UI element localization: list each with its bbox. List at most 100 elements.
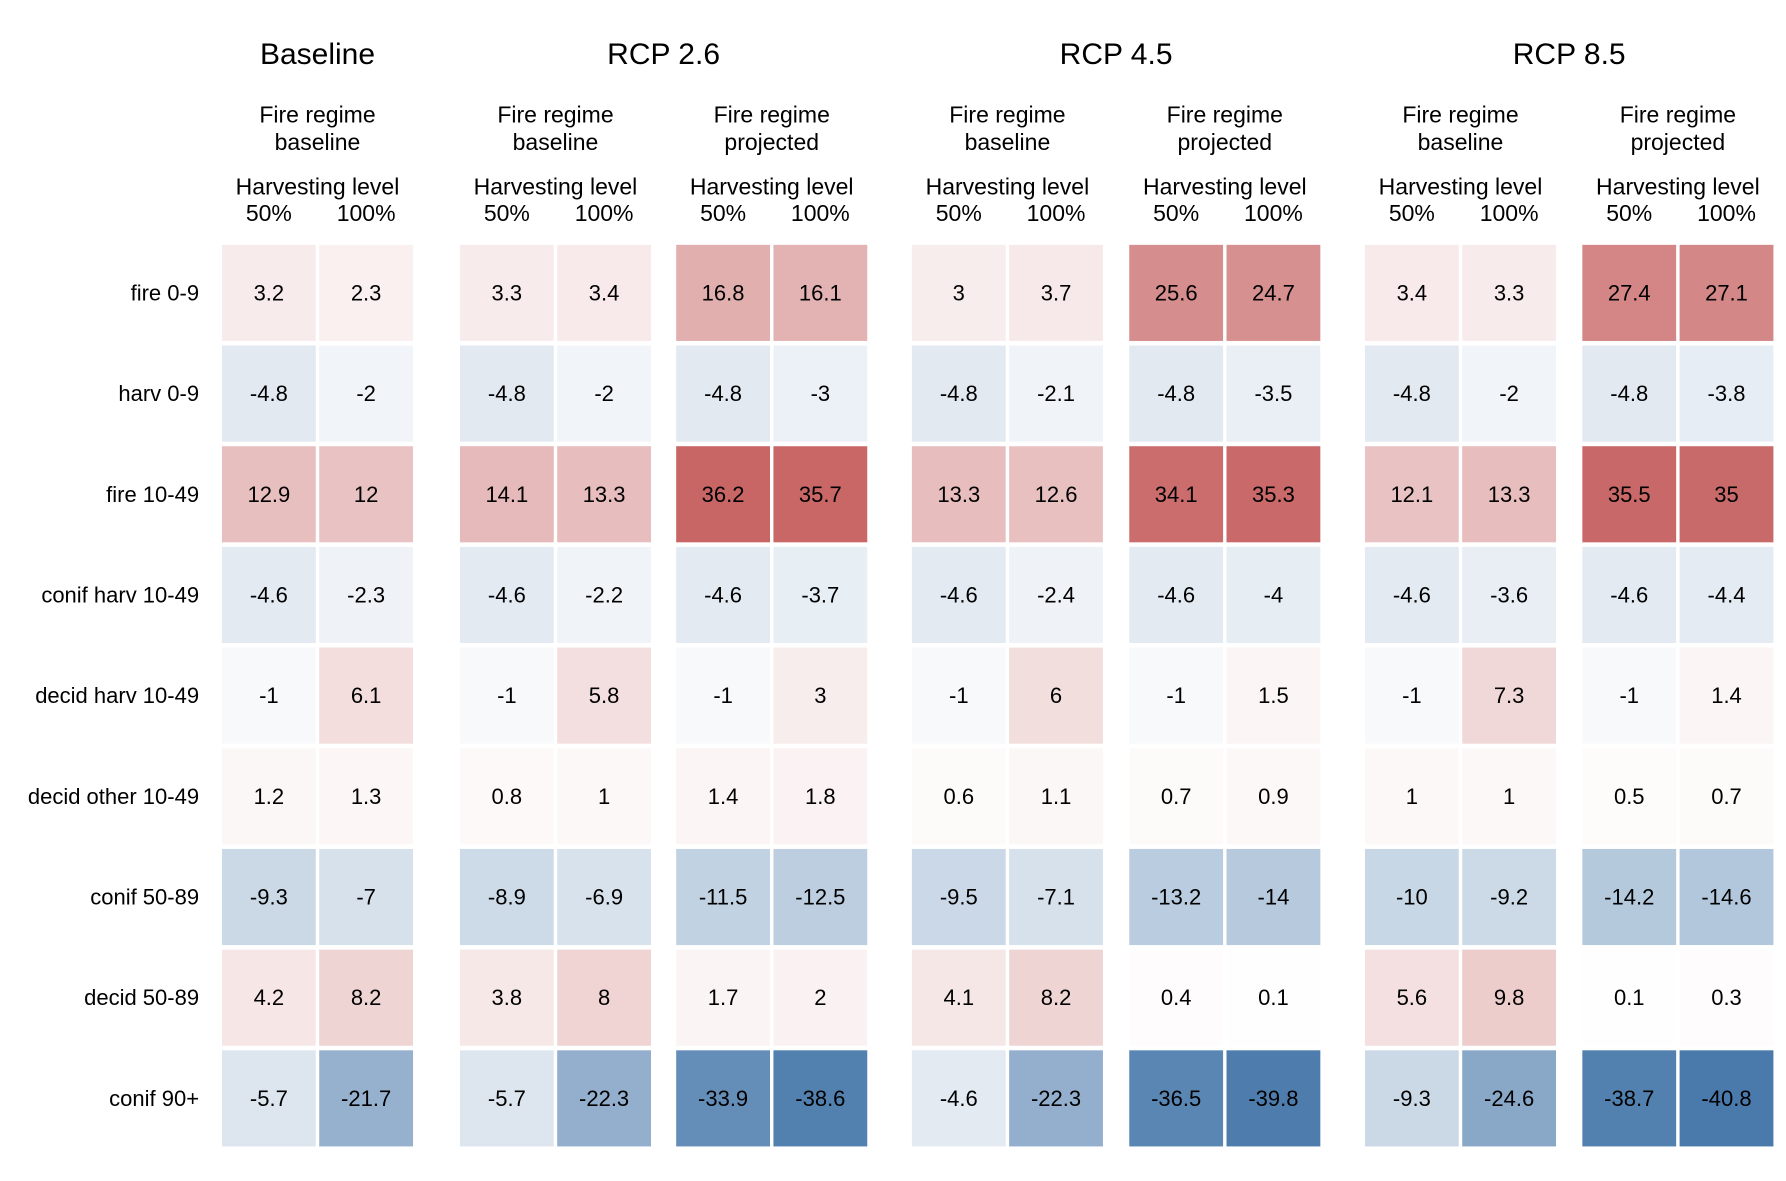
heatmap-cell (459, 446, 554, 543)
cell-value: -7 (356, 885, 376, 910)
cell-value: 27.1 (1705, 280, 1748, 305)
heatmap-cell (459, 848, 554, 946)
heatmap-cell (1226, 748, 1321, 845)
heatmap-cell (319, 748, 414, 845)
cell-value: -36.5 (1151, 1086, 1201, 1111)
heatmap-cell (1679, 748, 1774, 845)
cell-value: -5.7 (250, 1086, 288, 1111)
cell-value: -2 (356, 381, 376, 406)
cell-value: -1 (949, 683, 969, 708)
cell-value: 0.1 (1258, 985, 1289, 1010)
heatmap-cell (221, 1050, 316, 1147)
cell-value: 13.3 (583, 482, 626, 507)
column-label: 100% (1027, 200, 1086, 226)
fire-regime-type-label: baseline (275, 129, 361, 155)
fire-regime-label: Fire regime (1402, 101, 1518, 127)
heatmap-cell (1364, 848, 1459, 946)
cell-value: -1 (1166, 683, 1186, 708)
cell-value: -2.3 (347, 582, 385, 607)
cell-value: -3.6 (1490, 582, 1528, 607)
heatmap-cell (1679, 345, 1774, 442)
heatmap-cell (459, 345, 554, 442)
cell-value: 1.1 (1041, 784, 1072, 809)
cell-value: 3.2 (254, 280, 285, 305)
heatmap-cell (1679, 244, 1774, 341)
cell-value: 1.8 (805, 784, 836, 809)
heatmap-cell (1462, 244, 1557, 341)
cell-value: 0.8 (492, 784, 523, 809)
heatmap-cell (459, 1050, 554, 1147)
heatmap-cell (773, 345, 868, 442)
cell-value: 27.4 (1608, 280, 1651, 305)
heatmap-cell (1679, 446, 1774, 543)
cell-value: -22.3 (579, 1086, 629, 1111)
cell-value: -1 (497, 683, 517, 708)
heatmap-cell (1582, 345, 1677, 442)
cell-value: -5.7 (488, 1086, 526, 1111)
column-label: 100% (337, 200, 396, 226)
cell-value: -4.8 (250, 381, 288, 406)
heatmap-cell (1364, 949, 1459, 1046)
cell-value: -1 (1619, 683, 1639, 708)
cell-value: 4.1 (943, 985, 974, 1010)
cell-value: -9.3 (1393, 1086, 1431, 1111)
cell-value: 0.4 (1161, 985, 1192, 1010)
harvesting-level-label: Harvesting level (690, 174, 854, 200)
heatmap-cell (911, 345, 1006, 442)
heatmap-cell (911, 446, 1006, 543)
scenario-title: RCP 8.5 (1513, 38, 1626, 71)
fire-regime-type-label: baseline (1418, 129, 1504, 155)
fire-regime-label: Fire regime (497, 101, 613, 127)
fire-regime-label: Fire regime (714, 101, 830, 127)
cell-value: 8.2 (1041, 985, 1072, 1010)
heatmap-cell (1129, 647, 1224, 744)
cell-value: 34.1 (1155, 482, 1198, 507)
column-label: 100% (1244, 200, 1303, 226)
heatmap-cell (557, 949, 652, 1046)
cell-value: -6.9 (585, 885, 623, 910)
cell-value: -4.6 (250, 582, 288, 607)
cell-value: -33.9 (698, 1086, 748, 1111)
heatmap-cell (1582, 244, 1677, 341)
heatmap-cell (557, 345, 652, 442)
heatmap-cell (1462, 446, 1557, 543)
heatmap-cell (1462, 546, 1557, 644)
cell-value: 12.1 (1390, 482, 1433, 507)
heatmap-cell (221, 848, 316, 946)
row-label: conif harv 10-49 (41, 582, 199, 607)
heatmap-cell (1679, 949, 1774, 1046)
heatmap-cell (1582, 446, 1677, 543)
heatmap-cell (319, 647, 414, 744)
cell-value: -10 (1396, 885, 1428, 910)
cell-value: -4.6 (1393, 582, 1431, 607)
heatmap-cell (221, 748, 316, 845)
cell-value: -3 (811, 381, 831, 406)
scenario-title: RCP 2.6 (607, 38, 720, 71)
heatmap-cell (1009, 546, 1103, 644)
heatmap-cell (676, 848, 771, 946)
harvesting-level-label: Harvesting level (474, 174, 638, 200)
heatmap-cell (773, 546, 868, 644)
column-label: 100% (575, 200, 634, 226)
heatmap-cell (911, 1050, 1006, 1147)
cell-value: -4.6 (1157, 582, 1195, 607)
column-label: 50% (1389, 200, 1435, 226)
column-label: 50% (1606, 200, 1652, 226)
cell-value: -24.6 (1484, 1086, 1534, 1111)
heatmap-cell (1582, 1050, 1677, 1147)
cell-value: 5.8 (589, 683, 620, 708)
cell-value: 35.7 (799, 482, 842, 507)
heatmap-cell (1009, 1050, 1103, 1147)
cell-value: 35.3 (1252, 482, 1295, 507)
heatmap-cell (1582, 848, 1677, 946)
cell-value: -38.7 (1604, 1086, 1654, 1111)
cell-value: -3.5 (1254, 381, 1292, 406)
heatmap-cell (1462, 345, 1557, 442)
heatmap-cell (1679, 546, 1774, 644)
cell-value: 3 (814, 683, 826, 708)
heatmap-cell (459, 949, 554, 1046)
heatmap-cell (1582, 748, 1677, 845)
heatmap-cell (676, 1050, 771, 1147)
cell-value: -4.6 (704, 582, 742, 607)
heatmap-cell (1129, 949, 1224, 1046)
